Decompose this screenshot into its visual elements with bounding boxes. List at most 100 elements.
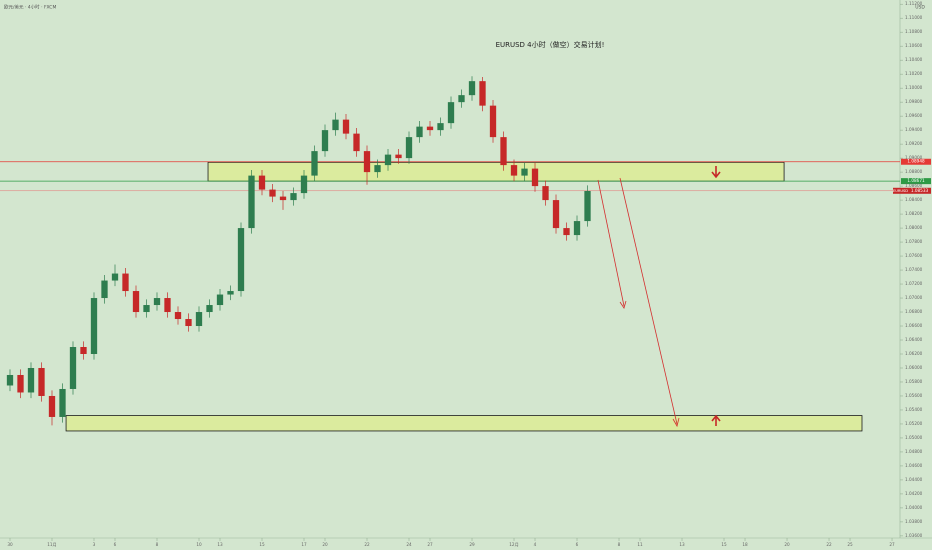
x-tick-label: 17 bbox=[301, 542, 307, 547]
x-tick-label: 3 bbox=[93, 542, 96, 547]
y-tick-label: 1.05600 bbox=[905, 393, 923, 398]
candle-body bbox=[6, 374, 14, 386]
y-tick-label: 1.06600 bbox=[905, 323, 923, 328]
x-tick-label: 24 bbox=[406, 542, 412, 547]
candle-body bbox=[164, 298, 171, 313]
candle-body bbox=[185, 319, 192, 327]
candle-body bbox=[237, 228, 245, 292]
x-tick-label: 8 bbox=[156, 542, 159, 547]
y-tick-label: 1.07400 bbox=[905, 267, 923, 272]
candle-body bbox=[458, 95, 465, 103]
y-tick-label: 1.10600 bbox=[905, 43, 923, 48]
x-tick-label: 25 bbox=[847, 542, 853, 547]
level-label: 1.08671 bbox=[907, 178, 925, 183]
y-tick-label: 1.09600 bbox=[905, 113, 923, 118]
symbol-label: EURUSD bbox=[893, 189, 908, 193]
candle-body bbox=[101, 280, 108, 299]
candle-body bbox=[27, 367, 35, 393]
y-tick-label: 1.08000 bbox=[905, 225, 923, 230]
y-tick-label: 1.09400 bbox=[905, 127, 923, 132]
y-tick-label: 1.10000 bbox=[905, 85, 923, 90]
y-tick-label: 1.04800 bbox=[905, 449, 923, 454]
y-tick-label: 1.04000 bbox=[905, 505, 923, 510]
candle-body bbox=[531, 168, 539, 187]
price-label: 1.08533 bbox=[911, 188, 929, 193]
candle-body bbox=[111, 273, 119, 281]
chart-title: EURUSD 4小时（做空）交易计划! bbox=[496, 40, 605, 49]
candle-body bbox=[416, 126, 423, 138]
candle-body bbox=[300, 175, 308, 194]
x-tick-label: 11月 bbox=[47, 542, 57, 548]
x-tick-label: 8 bbox=[618, 542, 621, 547]
y-tick-label: 1.05800 bbox=[905, 379, 923, 384]
x-tick-label: 6 bbox=[114, 542, 117, 547]
up-arrow-icon bbox=[711, 414, 721, 426]
candle-body bbox=[174, 312, 182, 320]
x-tick-label: 18 bbox=[742, 542, 748, 547]
y-tick-label: 1.09800 bbox=[905, 99, 923, 104]
candle-body bbox=[468, 81, 476, 96]
x-tick-label: 11 bbox=[637, 542, 643, 547]
candle-body bbox=[363, 151, 371, 173]
price-label-bg bbox=[908, 187, 931, 194]
candle-body bbox=[311, 151, 318, 176]
x-tick-label: 20 bbox=[322, 542, 328, 547]
candle-body bbox=[384, 154, 392, 166]
candle-body bbox=[332, 119, 339, 131]
arrow-line bbox=[597, 179, 625, 307]
candle-body bbox=[279, 196, 287, 201]
candle-body bbox=[17, 374, 24, 393]
x-tick-label: 10 bbox=[196, 542, 202, 547]
y-tick-label: 1.08600 bbox=[905, 183, 923, 188]
candle-body bbox=[405, 137, 413, 159]
candle-body bbox=[143, 305, 150, 313]
candle-body bbox=[500, 137, 507, 166]
candle-body bbox=[521, 168, 528, 176]
zone bbox=[65, 415, 863, 432]
candle-body bbox=[59, 388, 66, 417]
y-tick-label: 1.05200 bbox=[905, 421, 923, 426]
candle-body bbox=[195, 312, 203, 327]
y-tick-label: 1.11200 bbox=[905, 1, 923, 6]
y-tick-label: 1.10800 bbox=[905, 29, 923, 34]
x-tick-label: 22 bbox=[826, 542, 832, 547]
candle-body bbox=[227, 291, 234, 295]
x-tick-label: 12月 bbox=[509, 542, 519, 548]
y-tick-label: 1.04200 bbox=[905, 491, 923, 496]
candle-body bbox=[552, 200, 560, 229]
arrow-head bbox=[672, 417, 680, 428]
zones bbox=[65, 161, 863, 432]
level-label: 1.08948 bbox=[907, 159, 925, 164]
candle-body bbox=[489, 105, 497, 138]
candle-body bbox=[206, 305, 213, 313]
candle-body bbox=[437, 123, 444, 131]
y-tick-label: 1.06800 bbox=[905, 309, 923, 314]
symbol-info: 欧元/美元 · 4小时 · FXCM bbox=[4, 4, 56, 11]
arrow-head bbox=[619, 300, 627, 309]
candle-body bbox=[248, 175, 255, 229]
y-tick-label: 1.04600 bbox=[905, 463, 923, 468]
y-tick-label: 1.03600 bbox=[905, 533, 923, 538]
x-tick-label: 20 bbox=[784, 542, 790, 547]
y-tick-label: 1.06000 bbox=[905, 365, 923, 370]
candle-body bbox=[132, 291, 140, 313]
candle-body bbox=[542, 186, 549, 201]
candle-body bbox=[69, 347, 77, 389]
x-tick-label: 15 bbox=[259, 542, 265, 547]
level-label-bg bbox=[901, 178, 931, 185]
y-tick-label: 1.11000 bbox=[905, 15, 923, 20]
candle-body bbox=[290, 193, 297, 201]
x-tick-label: 4 bbox=[534, 542, 537, 547]
candle-body bbox=[479, 81, 486, 106]
y-tick-label: 1.08200 bbox=[905, 211, 923, 216]
candle-body bbox=[395, 154, 402, 159]
annotations bbox=[597, 166, 721, 428]
levels: 1.08948 1.08671 EURUSD 1.08533 bbox=[0, 158, 931, 194]
x-tick-label: 13 bbox=[217, 542, 223, 547]
candle-body bbox=[48, 395, 56, 417]
y-tick-label: 1.03800 bbox=[905, 519, 923, 524]
candle-body bbox=[374, 165, 381, 173]
candle-body bbox=[90, 298, 98, 355]
